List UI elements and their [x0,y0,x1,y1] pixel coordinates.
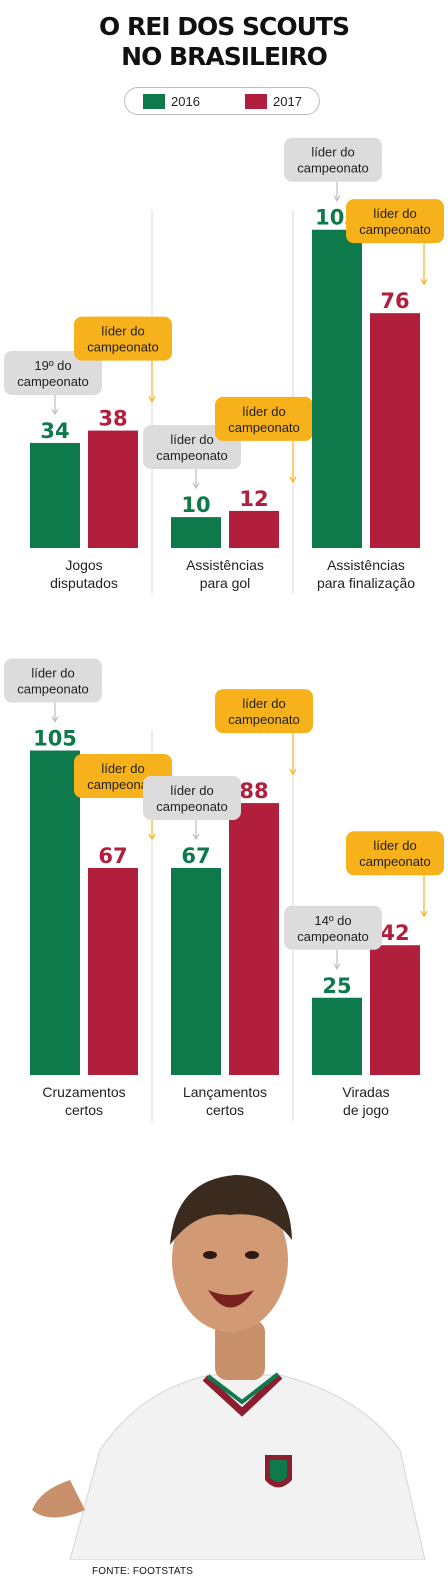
value-label-2016-p1-c2: 10 [181,493,210,517]
callout-2016-p2-c3 [284,905,382,950]
category-label-p2-c3-line2: de jogo [343,1102,389,1118]
callout-line1-2017-p2-c2: líder do [242,696,285,711]
callout-2017-p1-c1 [74,316,172,361]
callout-arrowhead-2016-p2-c2 [192,833,200,841]
callout-line2-2016-p2-c3: campeonato [297,929,369,944]
callout-arrowhead-2017-p2-c3 [420,910,428,918]
category-label-p2-c2-line1: Lançamentos [183,1084,267,1100]
legend: 2016 2017 [124,87,320,115]
callout-line2-2017-p1-c1: campeonato [87,340,159,355]
bar-2016-p2-c2 [171,867,221,1075]
value-label-2017-p1-c2: 12 [239,487,268,511]
callout-line2-2016-p1-c2: campeonato [156,448,228,463]
bar-2017-p2-c1 [88,867,138,1075]
callout-line2-2017-p2-c3: campeonato [359,854,431,869]
value-label-2016-p1-c1: 34 [40,419,69,443]
value-label-2017-p2-c3: 42 [380,921,409,945]
category-label-p2-c2-line2: certos [206,1102,244,1118]
title-line-2: NO BRASILEIRO [121,42,328,71]
callout-2016-p1-c1 [4,350,102,395]
callout-line1-2017-p1-c2: líder do [242,404,285,419]
title-line-1: O REI DOS SCOUTS [99,12,350,41]
player-photo [32,1175,426,1560]
source-note: FONTE: FOOTSTATS [92,1566,194,1577]
callout-line2-2017-p1-c3: campeonato [359,222,431,237]
callout-line1-2016-p2-c3: 14º do [314,913,351,928]
callout-line2-2016-p1-c3: campeonato [297,161,369,176]
category-label-p1-c3-line1: Assistências [327,557,405,573]
value-label-2016-p2-c2: 67 [181,844,210,868]
value-label-2017-p1-c1: 38 [98,407,127,431]
callout-2017-p2-c3 [346,831,444,876]
bar-2016-p2-c3 [312,997,362,1075]
category-label-p1-c3-line2: para finalização [317,575,415,591]
bar-2017-p1-c2 [229,510,279,548]
callout-line1-2017-p1-c1: líder do [101,324,144,339]
category-label-p2-c3-line1: Viradas [342,1084,389,1100]
callout-2016-p1-c3 [284,137,382,182]
bar-2016-p1-c2 [171,517,221,548]
callout-arrowhead-2016-p1-c2 [192,482,200,490]
bar-2016-p1-c1 [30,442,80,548]
callout-arrowhead-2017-p2-c2 [289,768,297,776]
callout-line2-2017-p1-c2: campeonato [228,420,300,435]
bar-2017-p1-c3 [370,313,420,548]
callout-arrowhead-2017-p2-c1 [148,833,156,841]
callout-arrowhead-2017-p1-c3 [420,278,428,286]
bar-2016-p2-c1 [30,750,80,1075]
category-label-p1-c2-line2: para gol [200,575,251,591]
callout-line1-2016-p1-c2: líder do [170,432,213,447]
callout-2016-p2-c2 [143,775,241,820]
legend-swatch-2016 [143,94,165,109]
value-label-2017-p1-c3: 76 [380,289,409,313]
value-label-2017-p2-c2: 88 [239,779,268,803]
callout-arrowhead-2016-p2-c3 [333,963,341,970]
chart-title: O REI DOS SCOUTS NO BRASILEIRO [0,12,448,72]
legend-label-2017: 2017 [273,94,302,109]
bar-2016-p1-c3 [312,229,362,549]
bar-2017-p2-c2 [229,803,279,1075]
callout-line1-2017-p1-c3: líder do [373,206,416,221]
callout-line2-2016-p2-c1: campeonato [17,682,89,697]
value-label-2016-p2-c3: 25 [322,974,351,998]
category-label-p1-c2-line1: Assistências [186,557,264,573]
value-label-2017-p2-c1: 67 [98,844,127,868]
callout-line1-2017-p2-c3: líder do [373,838,416,853]
callout-line2-2016-p2-c2: campeonato [156,799,228,814]
callout-2017-p2-c2 [215,689,313,734]
value-label-2016-p2-c1: 105 [33,727,77,751]
callout-line1-2017-p2-c1: líder do [101,761,144,776]
callout-2017-p1-c2 [215,396,313,441]
bar-2017-p1-c1 [88,430,138,548]
legend-swatch-2017 [245,94,267,109]
callout-line1-2016-p2-c1: líder do [31,666,74,681]
callout-arrowhead-2016-p1-c3 [333,195,341,202]
bar-2017-p2-c3 [370,945,420,1075]
callout-line2-2016-p1-c1: campeonato [17,374,89,389]
category-label-p2-c1-line1: Cruzamentos [42,1084,125,1100]
legend-label-2016: 2016 [171,94,200,109]
category-label-p1-c1-line2: disputados [50,575,118,591]
callout-2017-p1-c3 [346,199,444,244]
category-label-p1-c1-line1: Jogos [65,557,102,573]
callout-line1-2016-p1-c3: líder do [311,145,354,160]
callout-2016-p2-c1 [4,658,102,703]
callout-line2-2017-p2-c1: campeonato [87,777,159,792]
callout-line1-2016-p1-c1: 19º do [34,358,71,373]
callout-arrowhead-2016-p2-c1 [51,716,59,723]
callout-arrowhead-2017-p1-c2 [289,476,297,484]
callout-line2-2017-p2-c2: campeonato [228,712,300,727]
callout-arrowhead-2017-p1-c1 [148,396,156,403]
callout-line1-2016-p2-c2: líder do [170,783,213,798]
callout-arrowhead-2016-p1-c1 [51,408,59,416]
category-label-p2-c1-line2: certos [65,1102,103,1118]
